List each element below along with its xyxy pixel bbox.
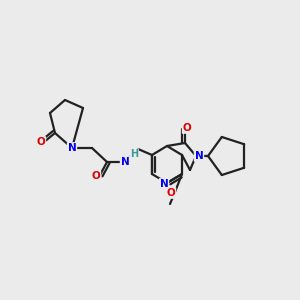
Text: N: N (121, 157, 129, 167)
Text: H: H (130, 149, 138, 159)
Text: O: O (37, 137, 45, 147)
Text: N: N (160, 179, 168, 189)
Text: O: O (183, 123, 191, 133)
Text: N: N (195, 151, 203, 161)
Text: O: O (92, 171, 100, 181)
Text: N: N (68, 143, 76, 153)
Text: O: O (167, 188, 176, 198)
